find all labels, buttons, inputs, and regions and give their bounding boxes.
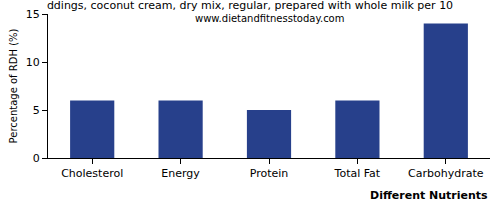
svg-text:Cholesterol: Cholesterol [61, 167, 123, 180]
svg-text:Different Nutrients: Different Nutrients [370, 189, 488, 200]
svg-text:Carbohydrate: Carbohydrate [408, 167, 484, 180]
svg-text:www.dietandfitnesstoday.com: www.dietandfitnesstoday.com [195, 13, 344, 24]
svg-text:Percentage of RDH (%): Percentage of RDH (%) [8, 28, 19, 143]
svg-text:10: 10 [26, 56, 40, 69]
svg-text:0: 0 [33, 152, 40, 165]
svg-text:5: 5 [33, 104, 40, 117]
svg-text:ddings, coconut cream, dry mix: ddings, coconut cream, dry mix, regular,… [47, 0, 453, 12]
svg-text:Energy: Energy [161, 167, 200, 180]
svg-text:Protein: Protein [250, 167, 289, 180]
svg-text:Total Fat: Total Fat [334, 167, 381, 180]
svg-text:15: 15 [26, 8, 40, 21]
